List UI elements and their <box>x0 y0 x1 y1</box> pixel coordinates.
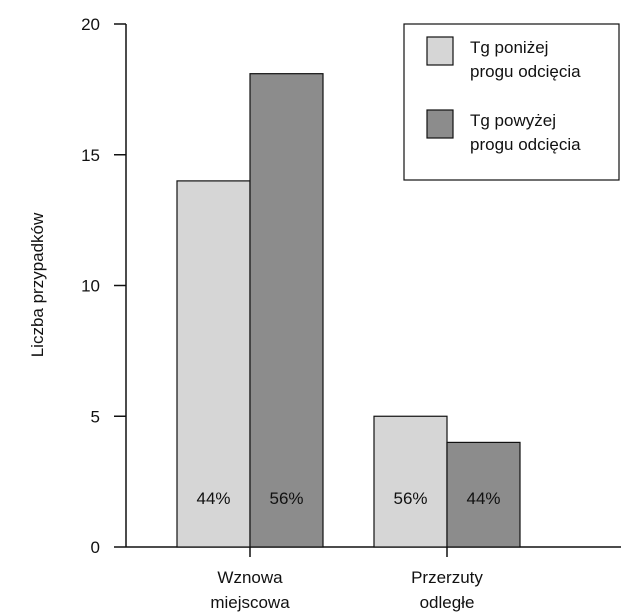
category-label: odległe <box>420 593 475 612</box>
bar-percent-label: 56% <box>269 489 303 508</box>
bar-percent-label: 44% <box>466 489 500 508</box>
legend-label: progu odcięcia <box>470 62 581 81</box>
category-labels: Wznowa miejscowa Przerzuty odległe <box>210 568 483 612</box>
y-tick-label: 15 <box>81 146 100 165</box>
category-label: miejscowa <box>210 593 290 612</box>
bar-labels: 44% 56% 56% 44% <box>196 489 500 508</box>
bar <box>249 73 324 548</box>
category-label: Przerzuty <box>411 568 483 587</box>
bar <box>446 441 521 548</box>
legend: Tg poniżej progu odcięcia Tg powyżej progu … <box>403 23 620 181</box>
bar-percent-label: 56% <box>393 489 427 508</box>
y-ticks: 0 5 10 15 20 <box>81 15 126 557</box>
y-tick-label: 5 <box>91 407 100 426</box>
legend-label: progu odcięcia <box>470 135 581 154</box>
y-tick-label: 10 <box>81 277 100 296</box>
legend-swatch <box>426 109 454 139</box>
category-label: Wznowa <box>217 568 283 587</box>
bar-percent-label: 44% <box>196 489 230 508</box>
y-tick-label: 20 <box>81 15 100 34</box>
y-tick-label: 0 <box>91 538 100 557</box>
bars <box>176 73 521 548</box>
x-axis <box>126 546 621 557</box>
bar <box>373 415 448 548</box>
legend-label: Tg powyżej <box>470 111 556 130</box>
y-axis-title: Liczba przypadków <box>28 212 47 357</box>
legend-swatch <box>426 36 454 66</box>
legend-label: Tg poniżej <box>470 38 548 57</box>
